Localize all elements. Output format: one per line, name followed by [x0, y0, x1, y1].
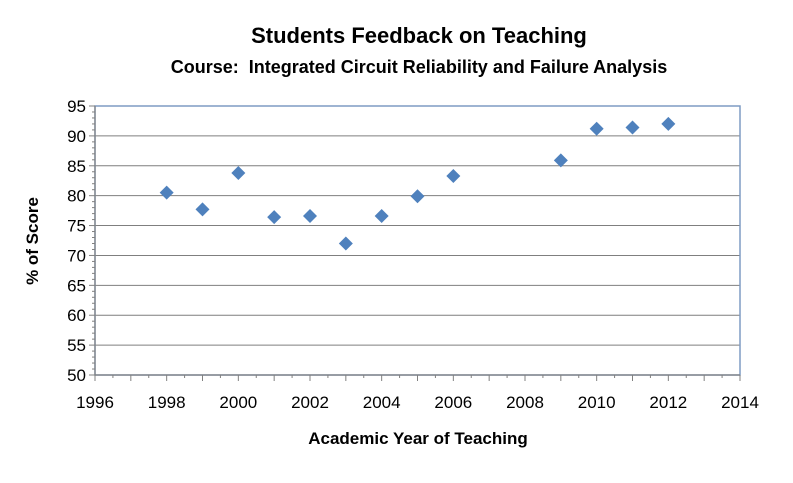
data-point-2009	[553, 153, 568, 168]
data-point-1998	[159, 185, 174, 200]
y-tick-label-70: 70	[67, 246, 86, 265]
chart-title: Students Feedback on Teaching	[251, 23, 587, 48]
x-tick-label-1996: 1996	[76, 393, 114, 412]
data-point-2006	[446, 168, 461, 183]
y-tick-label-95: 95	[67, 97, 86, 116]
data-point-2010	[589, 121, 604, 136]
gridlines	[95, 105, 740, 346]
y-tick-label-65: 65	[67, 276, 86, 295]
y-tick-label-75: 75	[67, 217, 86, 236]
data-point-2000	[231, 165, 246, 180]
x-tick-label-2008: 2008	[506, 393, 544, 412]
x-tick-label-1998: 1998	[148, 393, 186, 412]
data-point-2003	[338, 236, 353, 251]
y-tick-labels: 50 55 60 65 70 75 80 85 90 95	[67, 97, 86, 385]
y-axis-label: % of Score	[23, 197, 42, 285]
x-tick-label-2014: 2014	[721, 393, 759, 412]
data-point-1999	[195, 202, 210, 217]
y-tick-label-80: 80	[67, 187, 86, 206]
x-tick-labels: 1996 1998 2000 2002 2004 2006 2008 2010 2012 2014	[76, 393, 759, 412]
data-point-2011	[625, 120, 640, 135]
data-point-2004	[374, 208, 389, 223]
data-point-2005	[410, 189, 425, 204]
data-point-2012	[661, 116, 676, 131]
chart-subtitle: Course: Integrated Circuit Reliability a…	[171, 57, 667, 77]
data-points	[159, 116, 676, 251]
y-tick-label-60: 60	[67, 306, 86, 325]
plot-area-frame	[94, 105, 741, 376]
data-point-2001	[267, 210, 282, 225]
y-tick-label-55: 55	[67, 336, 86, 355]
x-tick-label-2004: 2004	[363, 393, 401, 412]
data-point-2002	[303, 208, 317, 223]
x-tick-label-2010: 2010	[578, 393, 616, 412]
y-tick-label-90: 90	[67, 127, 86, 146]
x-tick-label-2006: 2006	[434, 393, 472, 412]
x-tick-label-2002: 2002	[291, 393, 329, 412]
y-tick-label-50: 50	[67, 366, 86, 385]
x-axis-label: Academic Year of Teaching	[308, 429, 528, 448]
axes	[89, 105, 741, 381]
y-tick-label-85: 85	[67, 157, 86, 176]
x-tick-label-2000: 2000	[219, 393, 257, 412]
x-tick-label-2012: 2012	[649, 393, 687, 412]
